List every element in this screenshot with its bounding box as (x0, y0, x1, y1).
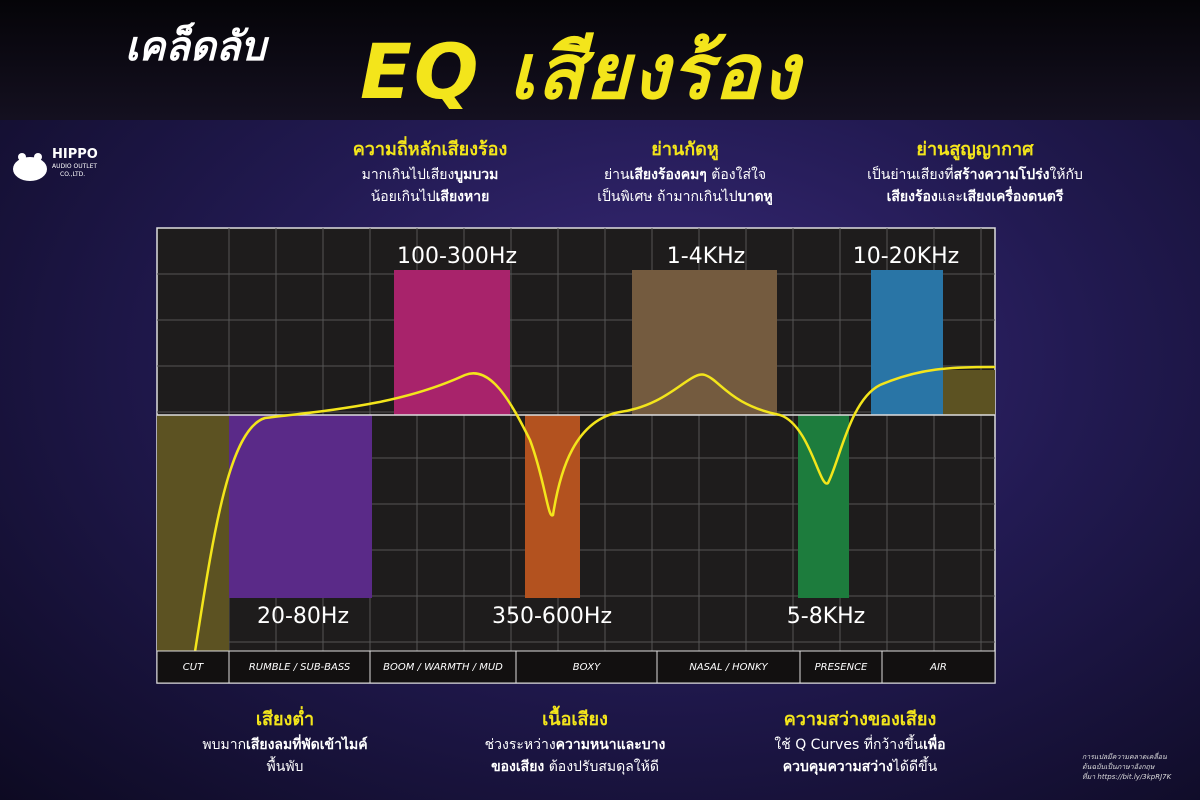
source-line: การแปลมีความคลาดเคลื่อน (1082, 753, 1167, 761)
note-text: ได้ดีขึ้น (892, 759, 938, 775)
note: เสียงต่ำพบมากเสียงลมที่พัดเข้าไมค์พื้นพั… (115, 706, 455, 778)
note-text: ควบคุมความสว่าง (782, 759, 893, 775)
band-area (943, 370, 995, 415)
region-label: CUT (183, 662, 204, 673)
band-area (632, 270, 777, 415)
note-line: ย่านเสียงร้องคมๆ ต้องใส่ใจ (515, 164, 855, 186)
note-text: เสียงหาย (435, 189, 490, 205)
note-text: เสียงร้อง (886, 189, 938, 205)
note: ย่านกัดหู ย่านเสียงร้องคมๆ ต้องใส่ใจ เป็นพ… (515, 136, 855, 208)
band-label: 350-600Hz (492, 604, 612, 629)
eq-curve (188, 365, 996, 684)
note-text: เพื่อ (923, 737, 946, 753)
band-area (229, 415, 372, 598)
region-label: AIR (929, 662, 947, 673)
band-label: 100-300Hz (397, 244, 517, 269)
note-text: สร้างความโปร่ง (953, 167, 1050, 183)
note-line: ของเสียง ต้องปรับสมดุลให้ดี (405, 756, 745, 778)
source-line: ต้นฉบับเป็นภาษาอังกฤษ (1082, 763, 1155, 771)
note-line: เป็นพิเศษ ถ้ามากเกินไปบาดหู (515, 186, 855, 208)
note-text: เป็นพิเศษ ถ้ามากเกินไป (597, 189, 738, 205)
region-label: NASAL / HONKY (689, 662, 768, 673)
note-line: ควบคุมความสว่างได้ดีขึ้น (690, 756, 1030, 778)
note-line: น้อยเกินไปเสียงหาย (260, 186, 600, 208)
band-label: 20-80Hz (257, 604, 349, 629)
note-text: ความหนาและบาง (555, 737, 666, 753)
band-area (394, 270, 510, 415)
note-text: ใช้ Q Curves ที่กว้างขึ้น (774, 737, 924, 753)
logo: HIPPO AUDIO OUTLET CO.,LTD. (10, 145, 120, 190)
band-labels: 100-300Hz 1-4KHz 10-20KHz 20-80Hz 350-600Hz 5… (257, 244, 959, 629)
note-text: เสียงร้องคมๆ (629, 167, 707, 183)
note-text: มากเกินไปเสียง (361, 167, 455, 183)
note-text: และ (937, 189, 963, 205)
note-text: ต้องปรับสมดุลให้ดี (544, 759, 659, 775)
header-band (0, 0, 1200, 120)
note-line: พื้นพับ (115, 756, 455, 778)
note-text: ให้กับ (1049, 167, 1083, 183)
note-heading: ย่านกัดหู (651, 139, 719, 160)
note: ความสว่างของเสียงใช้ Q Curves ที่กว้างขึ… (690, 706, 1030, 778)
regions: CUT RUMBLE / SUB-BASS BOOM / WARMTH / MUD B… (183, 651, 947, 683)
region-label: BOXY (573, 662, 601, 673)
note-heading: เสียงต่ำ (255, 709, 315, 730)
title-small: เคล็ดลับ (125, 24, 266, 70)
note-text: พบมาก (202, 737, 247, 753)
logo-line: AUDIO OUTLET (52, 163, 98, 170)
logo-name: HIPPO (52, 147, 98, 162)
logo-line: CO.,LTD. (60, 171, 86, 178)
note-text: ช่วงระหว่าง (484, 737, 556, 753)
note-text: เสียงเครื่องดนตรี (962, 189, 1064, 205)
region-label: PRESENCE (815, 662, 868, 673)
note: เนื้อเสียง ช่วงระหว่างความหนาและบาง ของเสี… (405, 706, 745, 778)
band-label: 1-4KHz (667, 244, 745, 269)
region-bar (156, 650, 996, 684)
band-area (157, 415, 229, 683)
note-line: พบมากเสียงลมที่พัดเข้าไมค์ (115, 734, 455, 756)
note-line: เป็นย่านเสียงที่สร้างความโปร่งให้กับ (805, 164, 1145, 186)
band-label: 5-8KHz (787, 604, 865, 629)
note-text: บูมบวม (454, 167, 499, 183)
region-label: BOOM / WARMTH / MUD (383, 662, 503, 673)
logo-icon (13, 153, 47, 181)
band-area (525, 415, 580, 598)
note-text: ต้องใส่ใจ (706, 167, 767, 183)
note-text: ของเสียง (491, 759, 545, 775)
note-text: เสียงลมที่พัดเข้าไมค์ (246, 737, 368, 753)
note-line: เสียงร้องและเสียงเครื่องดนตรี (805, 186, 1145, 208)
note-heading: ย่านสูญญากาศ (916, 139, 1034, 160)
band-area (871, 270, 943, 415)
note: ความถี่หลักเสียงร้องมากเกินไปเสียงบูมบวม… (260, 136, 600, 208)
note-line: ช่วงระหว่างความหนาและบาง (405, 734, 745, 756)
note-text: น้อยเกินไป (370, 189, 436, 205)
note-heading: เนื้อเสียง (542, 709, 608, 730)
note-line: มากเกินไปเสียงบูมบวม (260, 164, 600, 186)
note: ย่านสูญญากาศเป็นย่านเสียงที่สร้างความโปร… (805, 136, 1145, 208)
band-label: 10-20KHz (853, 244, 959, 269)
region-label: RUMBLE / SUB-BASS (249, 662, 351, 673)
note-text: บาดหู (737, 189, 773, 205)
note-text: ย่าน (603, 167, 630, 183)
title-large: EQ เสียงร้อง (360, 27, 801, 116)
note-text: เป็นย่านเสียงที่ (867, 167, 954, 183)
note-line: ใช้ Q Curves ที่กว้างขึ้นเพื่อ (690, 734, 1030, 756)
source-line: ที่มา https://bit.ly/3kpRJ7K (1082, 773, 1172, 781)
note-heading: ความถี่หลักเสียงร้อง (352, 139, 508, 160)
note-heading: ความสว่างของเสียง (783, 709, 937, 730)
source-note: การแปลมีความคลาดเคลื่อนต้นฉบับเป็นภาษาอั… (1082, 752, 1171, 782)
note-text: พื้นพับ (266, 759, 304, 775)
